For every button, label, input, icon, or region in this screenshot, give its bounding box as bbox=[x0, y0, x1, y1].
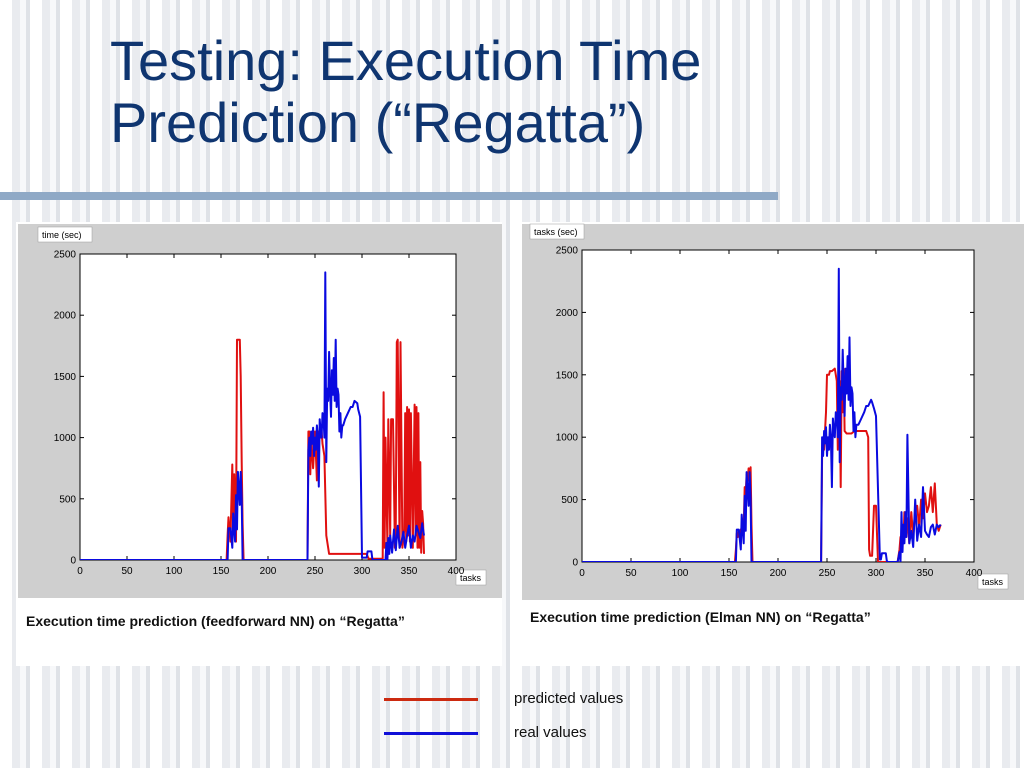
y-tick-label: 1000 bbox=[556, 433, 579, 444]
legend-swatch-predicted bbox=[384, 698, 478, 701]
x-axis-label-text: tasks bbox=[982, 577, 1004, 587]
y-tick-label: 2000 bbox=[54, 311, 77, 322]
x-tick-label: 150 bbox=[721, 568, 738, 579]
feedforward-chart-caption: Execution time prediction (feedforward N… bbox=[26, 613, 405, 629]
series-line-predicted bbox=[582, 367, 942, 562]
y-tick-label: 2500 bbox=[54, 250, 77, 261]
y-tick-label: 500 bbox=[59, 494, 76, 505]
x-tick-label: 250 bbox=[819, 568, 836, 579]
x-tick-label: 50 bbox=[121, 566, 133, 577]
slide-title-line-1: Testing: Execution Time bbox=[110, 29, 702, 92]
series-line-real bbox=[582, 267, 942, 562]
x-tick-label: 200 bbox=[260, 566, 277, 577]
legend-label-predicted: predicted values bbox=[514, 690, 624, 707]
y-tick-label: 0 bbox=[572, 558, 578, 569]
x-tick-label: 0 bbox=[77, 566, 83, 577]
x-tick-label: 150 bbox=[213, 566, 230, 577]
legend-label-real: real values bbox=[514, 724, 587, 741]
elman-chart: tasks (sec) tasks 0 50 100 150 200 250 300 350 400… bbox=[522, 223, 1024, 600]
x-tick-label: 350 bbox=[401, 566, 418, 577]
feedforward-chart: time (sec) tasks 0 50 100 150 200 250 300 350 400 0… bbox=[18, 224, 502, 598]
elman-chart-panel: tasks (sec) tasks 0 50 100 150 200 250 300 350 400… bbox=[520, 222, 1024, 666]
y-tick-label: 2000 bbox=[556, 308, 579, 319]
x-tick-label: 350 bbox=[917, 568, 934, 579]
x-tick-label: 400 bbox=[448, 566, 465, 577]
series-line-real bbox=[80, 271, 425, 560]
slide-title-line-2: Prediction (“Regatta”) bbox=[110, 91, 646, 154]
slide-title: Testing: Execution Time Prediction (“Reg… bbox=[110, 30, 990, 154]
x-tick-label: 400 bbox=[966, 568, 983, 579]
x-tick-label: 250 bbox=[307, 566, 324, 577]
x-tick-label: 300 bbox=[868, 568, 885, 579]
y-axis-label-text: time (sec) bbox=[42, 230, 82, 240]
feedforward-chart-panel: time (sec) tasks 0 50 100 150 200 250 300 350 400 0… bbox=[16, 222, 502, 666]
x-tick-label: 50 bbox=[625, 568, 637, 579]
y-tick-label: 1000 bbox=[54, 433, 77, 444]
y-tick-label: 1500 bbox=[556, 370, 579, 381]
y-axis-label: time (sec) bbox=[37, 226, 93, 243]
x-tick-label: 0 bbox=[579, 568, 585, 579]
y-tick-label: 0 bbox=[70, 556, 76, 567]
elman-chart-caption: Execution time prediction (Elman NN) on … bbox=[530, 609, 871, 625]
x-axis-label: tasks bbox=[977, 573, 1009, 590]
y-axis-label-text: tasks (sec) bbox=[534, 227, 578, 237]
title-divider bbox=[0, 192, 778, 200]
y-axis-label: tasks (sec) bbox=[529, 223, 585, 240]
legend-swatch-real bbox=[384, 732, 478, 735]
x-tick-label: 100 bbox=[166, 566, 183, 577]
y-tick-label: 500 bbox=[561, 495, 578, 506]
y-tick-label: 1500 bbox=[54, 372, 77, 383]
x-tick-label: 200 bbox=[770, 568, 787, 579]
x-tick-label: 300 bbox=[354, 566, 371, 577]
x-axis-label: tasks bbox=[455, 569, 487, 586]
x-tick-label: 100 bbox=[672, 568, 689, 579]
y-tick-label: 2500 bbox=[556, 246, 579, 257]
x-axis-label-text: tasks bbox=[460, 573, 482, 583]
